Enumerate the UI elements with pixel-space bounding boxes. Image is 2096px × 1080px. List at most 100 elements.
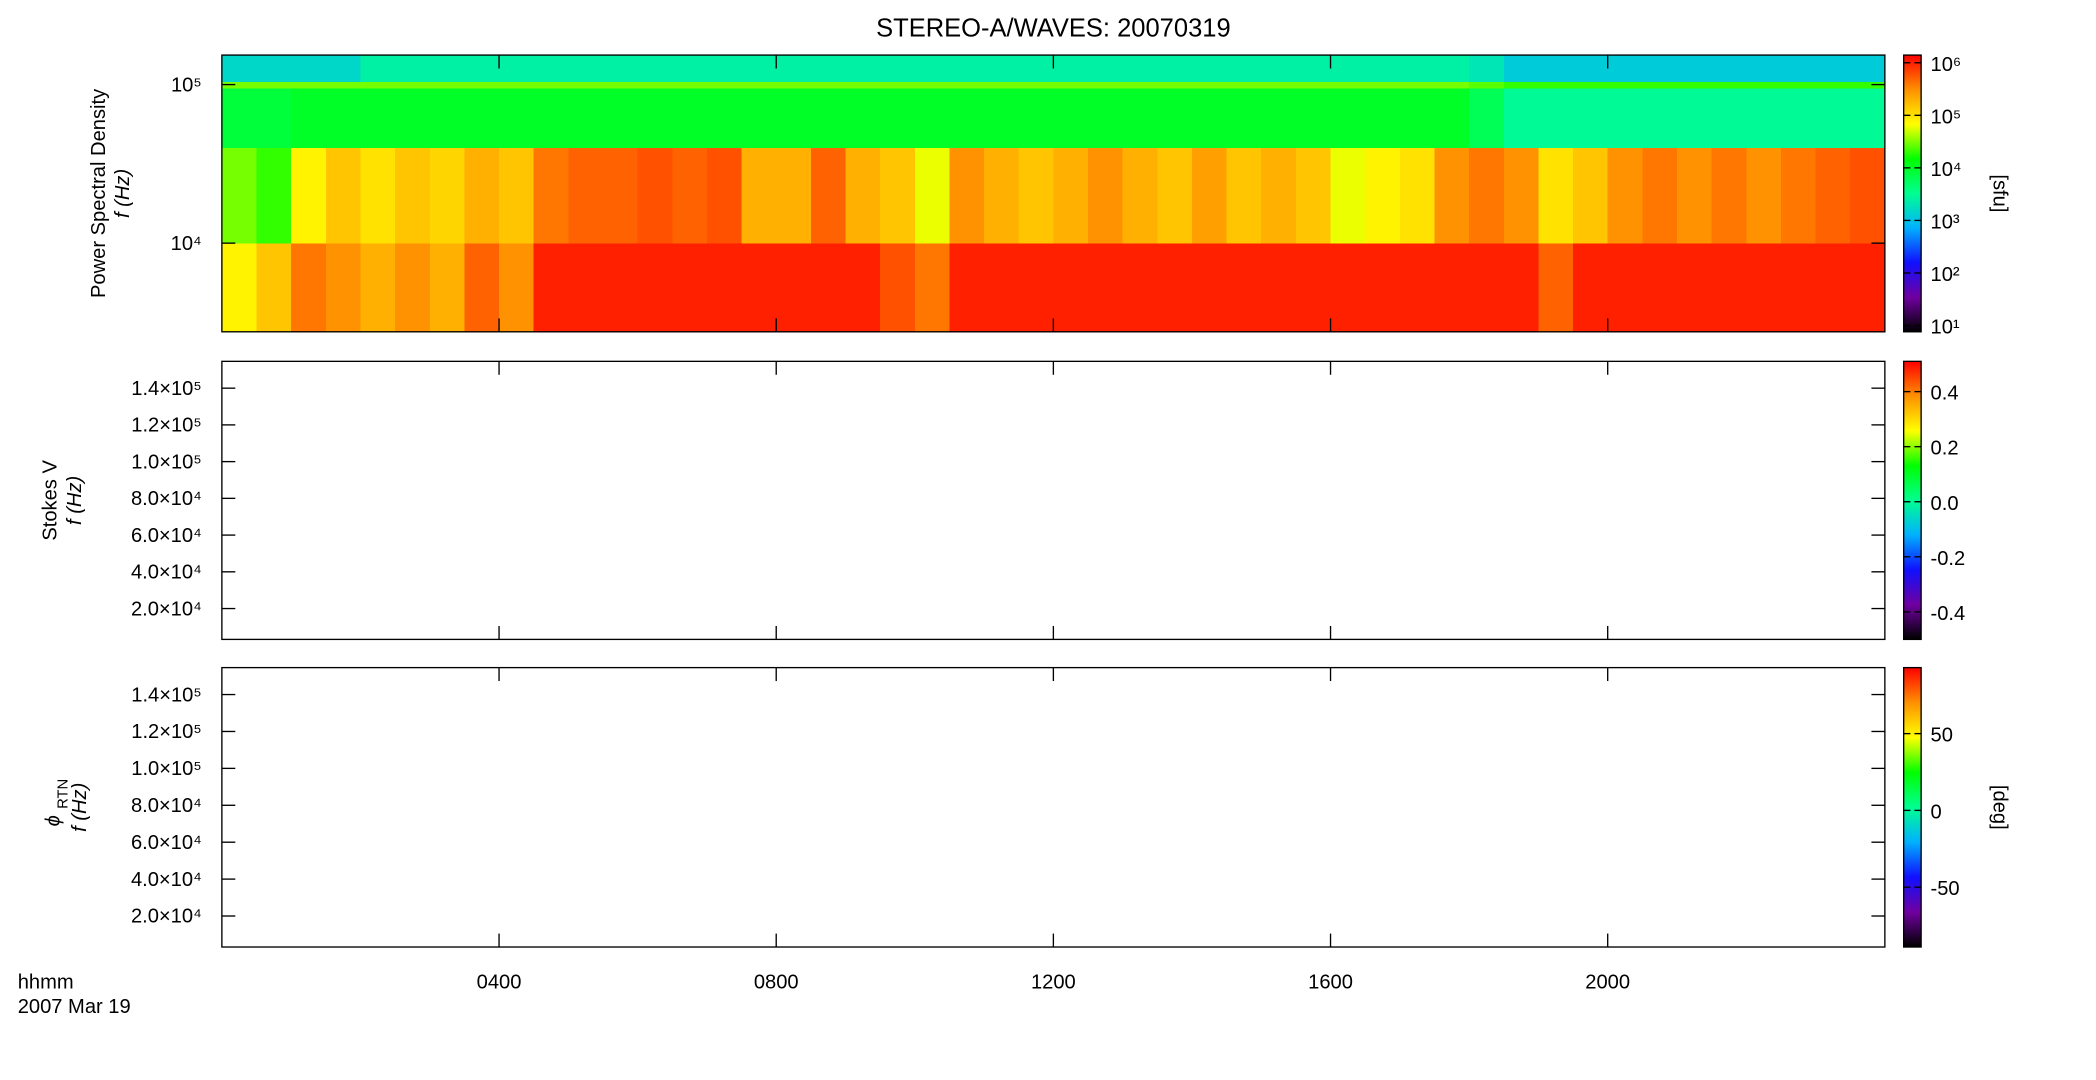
y-tick-label: 10⁵	[171, 74, 202, 96]
colorbar-tick-label: -50	[1931, 878, 1960, 900]
spectrogram-cell	[1711, 55, 1747, 82]
y-tick-label: 6.0×10⁴	[131, 525, 202, 547]
spectrogram-cell	[256, 55, 292, 82]
spectrogram-cell	[499, 88, 535, 149]
spectrogram-cell	[1607, 88, 1643, 149]
spectrogram-cell	[499, 243, 535, 333]
spectrogram-cell	[429, 55, 465, 82]
spectrogram-cell	[291, 88, 327, 149]
spectrogram-cell	[1018, 243, 1054, 333]
spectrogram-cell	[810, 147, 847, 244]
spectrogram-cell	[1261, 243, 1297, 333]
spectrogram-cell	[672, 55, 708, 82]
spectrogram-cell	[1018, 81, 1054, 89]
spectrogram-cell	[1434, 243, 1470, 333]
spectrogram-cell	[1157, 88, 1193, 149]
spectrogram-cell	[1295, 55, 1332, 82]
spectrogram-cell	[429, 243, 465, 333]
spectrogram-cell	[1676, 88, 1713, 149]
spectrogram-cell	[1711, 81, 1747, 89]
spectrogram-cell	[1815, 81, 1851, 89]
y-tick-label: 1.0×10⁵	[131, 451, 201, 473]
colorbar-label: [deg]	[1989, 785, 2011, 830]
spectrogram-cell	[1642, 55, 1678, 82]
y-tick-label: 2.0×10⁴	[131, 906, 202, 928]
spectrogram-cell	[1088, 55, 1124, 82]
spectrogram-cell	[1053, 243, 1089, 333]
spectrogram-cell	[1815, 55, 1851, 82]
spectrogram-cell	[1261, 55, 1297, 82]
spectrogram-cell	[602, 81, 639, 89]
spectrogram-cell	[1018, 147, 1054, 244]
x-tick-label: 1200	[1031, 972, 1076, 994]
spectrogram-cell	[949, 147, 985, 244]
spectrogram-cell	[1642, 243, 1678, 333]
spectrogram-cell	[1815, 88, 1851, 149]
spectrogram-cell	[1330, 147, 1366, 244]
spectrogram-cell	[949, 243, 985, 333]
spectrogram-cell	[360, 81, 396, 89]
spectrogram-cell	[741, 81, 777, 89]
spectrogram-cell	[1330, 88, 1366, 149]
spectrogram-cell	[1607, 147, 1643, 244]
y-tick-label: 10⁴	[171, 233, 202, 255]
spectrogram-cell	[568, 88, 604, 149]
spectrogram-cell	[1226, 81, 1262, 89]
spectrogram-cell	[1053, 55, 1089, 82]
spectrogram-cell	[464, 55, 500, 82]
spectrogram-cell	[1157, 81, 1193, 89]
spectrogram-cell	[1676, 55, 1713, 82]
spectrogram-cell	[1399, 88, 1436, 149]
spectrogram-cell	[914, 88, 950, 149]
y-tick-label: 1.2×10⁵	[131, 721, 201, 743]
spectrogram-cell	[602, 88, 639, 149]
spectrogram-cell	[845, 81, 881, 89]
spectrogram-cell	[637, 81, 673, 89]
spectrogram-cell	[395, 243, 431, 333]
spectrogram-cell	[1815, 147, 1851, 244]
spectrogram-cell	[706, 88, 743, 149]
spectrogram-cell	[533, 55, 569, 82]
spectrogram-cell	[914, 81, 950, 89]
spectrogram-cell	[1261, 81, 1297, 89]
spectrogram-cell	[776, 88, 812, 149]
spectrogram-cell	[291, 81, 327, 89]
spectrogram-cell	[880, 243, 916, 333]
spectrogram-cell	[1295, 147, 1332, 244]
spectrogram-cell	[1850, 81, 1886, 89]
spectrogram-cell	[464, 243, 500, 333]
y-tick-label: 1.0×10⁵	[131, 758, 201, 780]
spectrogram-cell	[256, 88, 292, 149]
spectrogram-cell	[1399, 55, 1436, 82]
spectrogram-cell	[672, 88, 708, 149]
spectrogram-cell	[1711, 243, 1747, 333]
colorbar-tick-label: 0.4	[1931, 383, 1959, 405]
spectrogram-cell	[776, 243, 812, 333]
spectrogram-cell	[360, 55, 396, 82]
spectrogram-cell	[1226, 88, 1262, 149]
spectrogram-cell	[1607, 81, 1643, 89]
spectrogram-cell	[1780, 88, 1817, 149]
spectrogram-cell	[1676, 147, 1713, 244]
spectrogram-cell	[499, 55, 535, 82]
colorbar	[1903, 54, 1922, 333]
spectrogram-cell	[880, 88, 916, 149]
spectrogram-cell	[1053, 81, 1089, 89]
spectrogram-cell	[776, 55, 812, 82]
spectrogram-cell	[1226, 243, 1262, 333]
y-tick-label: 4.0×10⁴	[131, 869, 202, 891]
spectrogram-cell	[533, 81, 569, 89]
spectrogram-cell	[256, 243, 292, 333]
spectrogram-cell	[1399, 243, 1436, 333]
spectrogram-cell	[984, 88, 1020, 149]
spectrogram-cell	[221, 55, 258, 82]
spectrogram-cell	[1538, 88, 1574, 149]
spectrogram-cell	[602, 147, 639, 244]
spectrogram-cell	[637, 55, 673, 82]
y-tick-label: 1.2×10⁵	[131, 415, 201, 437]
spectrogram-cell	[1295, 81, 1332, 89]
spectrogram-cell	[637, 243, 673, 333]
spectrogram-cell	[880, 147, 916, 244]
spectrogram-cell	[1261, 88, 1297, 149]
spectrogram-cell	[568, 55, 604, 82]
